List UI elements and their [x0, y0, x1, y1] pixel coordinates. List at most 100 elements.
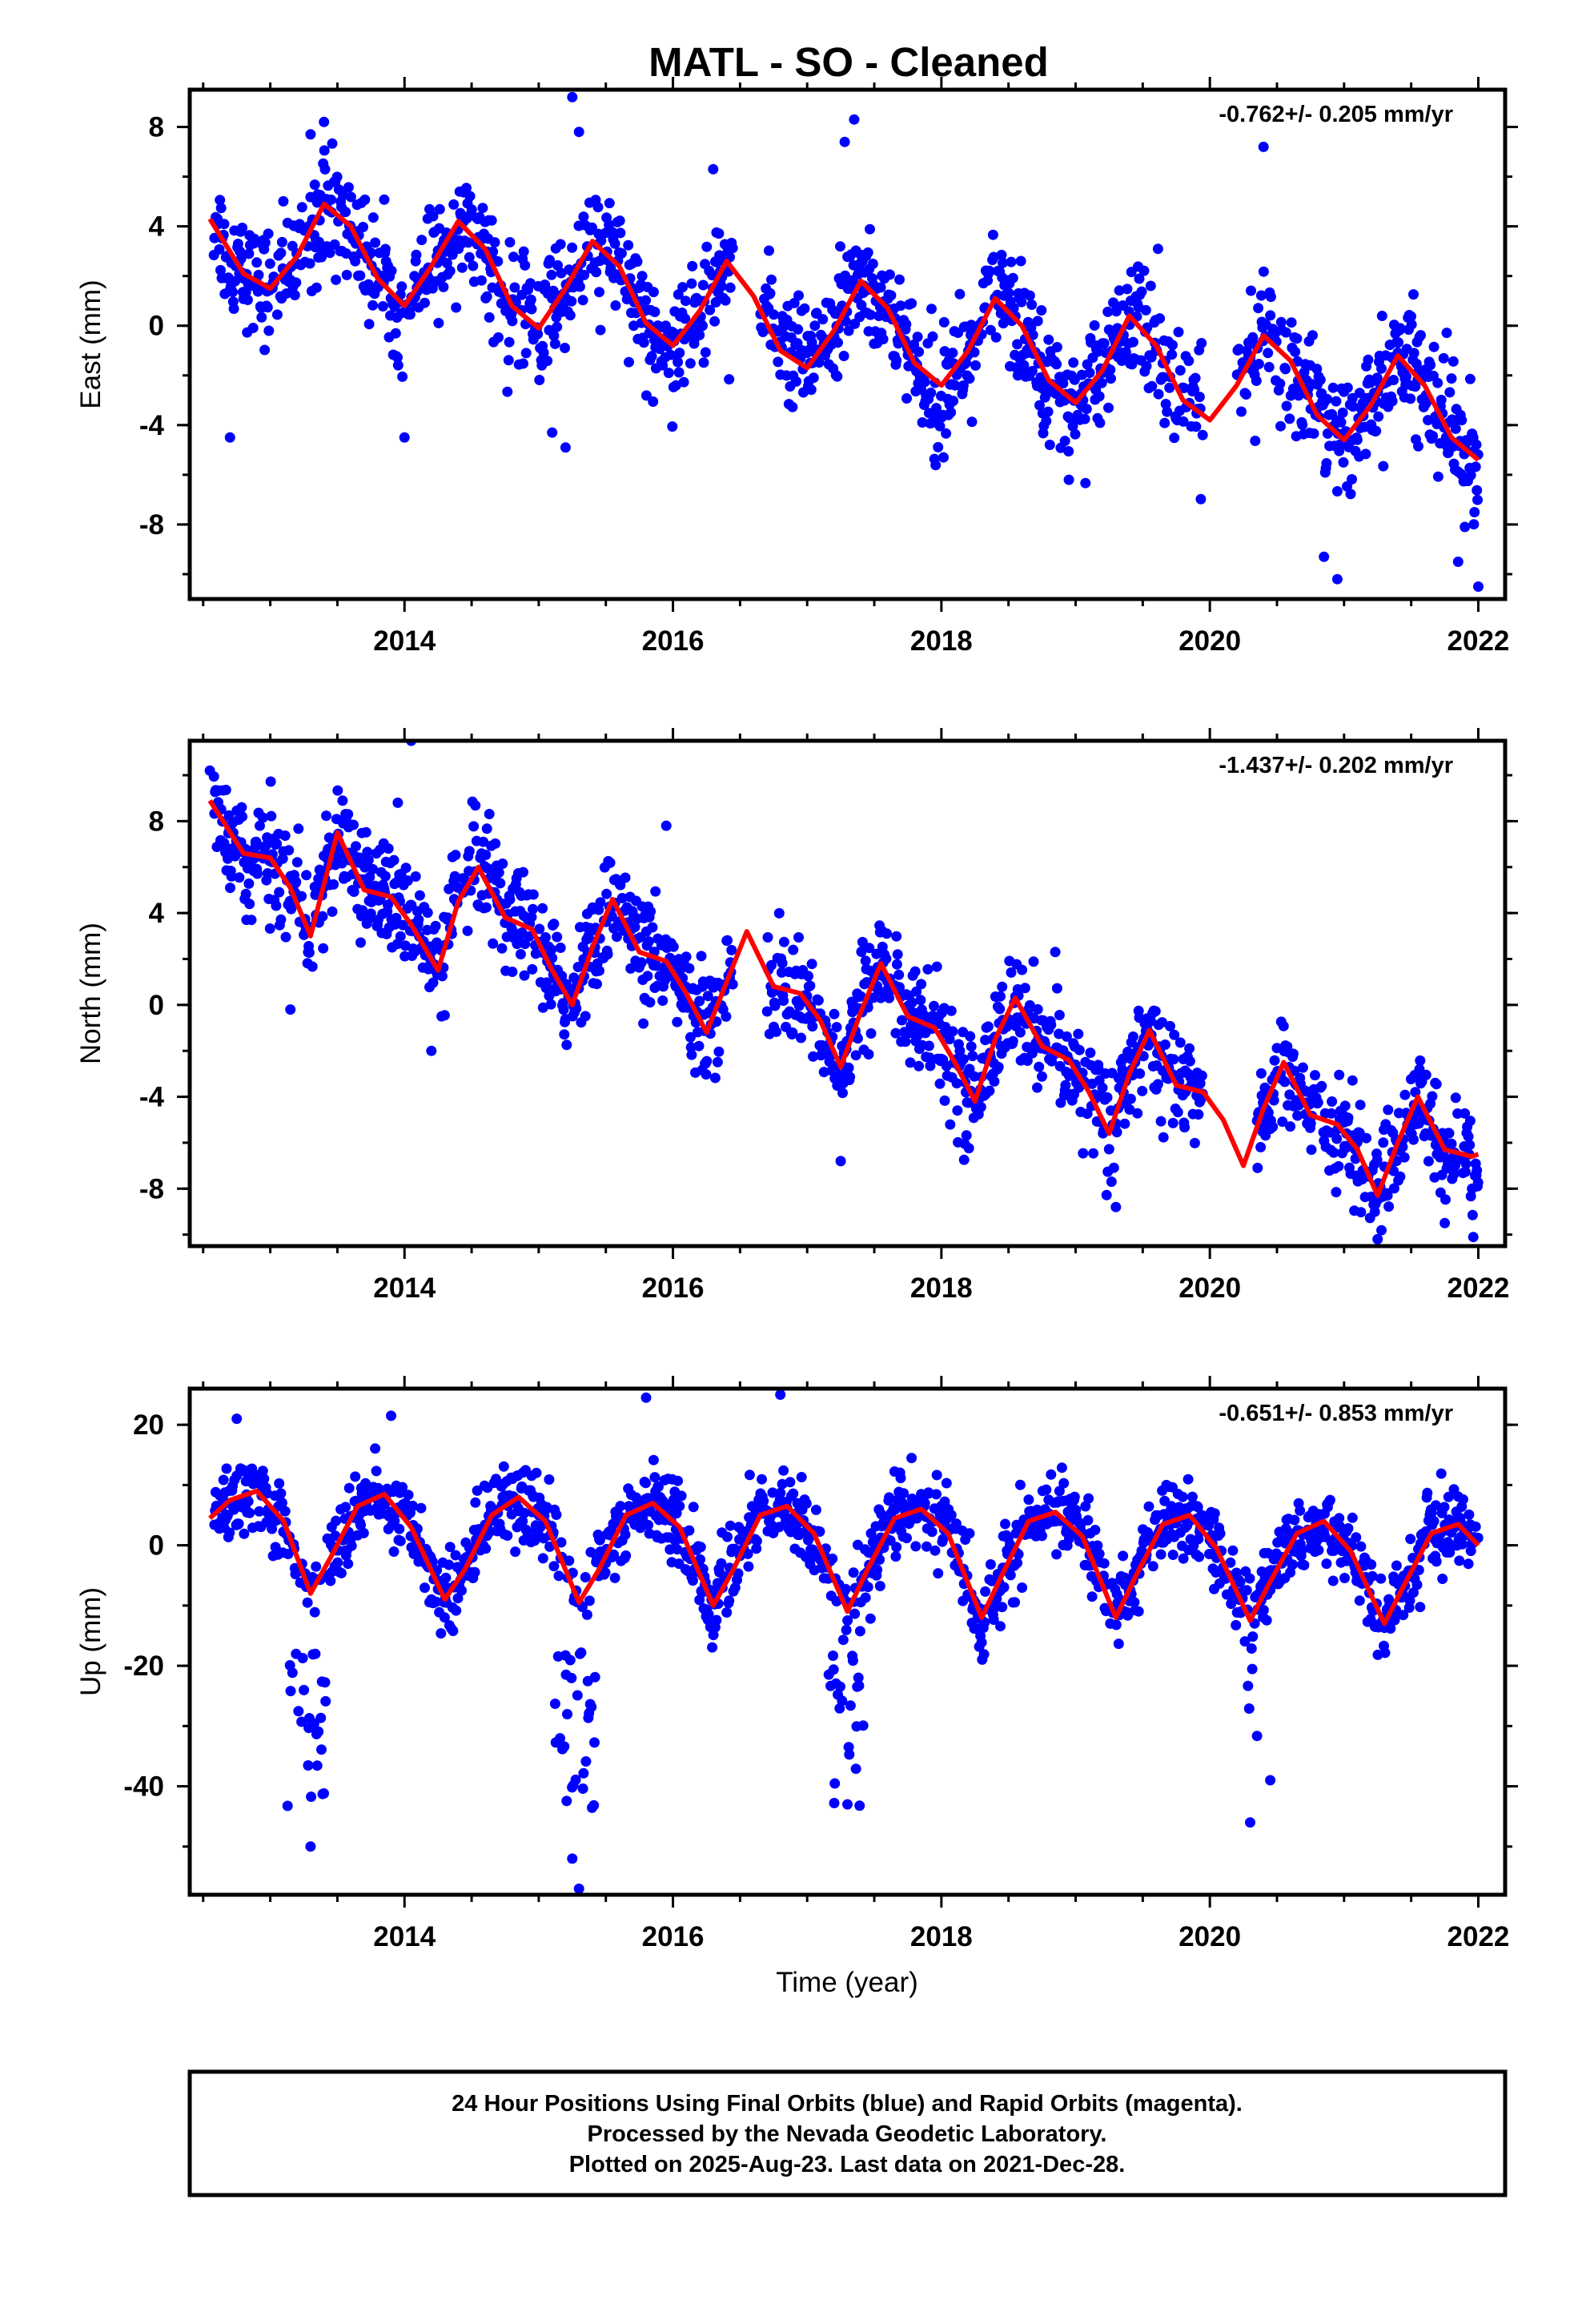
data-point [236, 802, 247, 813]
data-point [934, 1078, 946, 1089]
data-point [1446, 373, 1457, 384]
x-tick-label: 2018 [910, 1921, 973, 1952]
data-point [661, 820, 672, 831]
data-point [1472, 485, 1483, 496]
data-point [315, 865, 327, 876]
data-point [552, 931, 563, 943]
data-point [1006, 256, 1017, 267]
data-point [1026, 300, 1038, 310]
data-point [1250, 436, 1261, 446]
data-point [433, 317, 444, 328]
data-point [867, 259, 878, 269]
data-point [456, 1585, 467, 1596]
data-point [1435, 394, 1447, 405]
data-point [672, 1544, 683, 1555]
data-point [542, 356, 553, 367]
data-point [1328, 1147, 1339, 1158]
data-point [1292, 1110, 1303, 1121]
data-point [1290, 346, 1301, 357]
data-point [701, 1055, 713, 1067]
data-point [1150, 1006, 1161, 1017]
data-point [332, 1557, 343, 1568]
data-point [579, 269, 590, 280]
y-tick-label: -4 [139, 1082, 165, 1113]
data-point [340, 1502, 351, 1513]
data-point [291, 277, 302, 288]
chart-title: MATL - SO - Cleaned [648, 39, 1049, 85]
data-point [249, 233, 260, 244]
data-point [285, 1686, 296, 1697]
data-point [827, 1553, 838, 1564]
data-point [766, 987, 777, 998]
data-point [875, 282, 886, 293]
data-point [837, 1634, 849, 1646]
data-point [1026, 1047, 1038, 1059]
data-point [1432, 377, 1443, 388]
data-point [484, 312, 495, 323]
data-point [950, 1518, 962, 1530]
data-point [1408, 289, 1419, 300]
data-point [451, 1605, 462, 1616]
data-point [1468, 519, 1480, 530]
data-point [395, 1535, 406, 1546]
data-point [518, 358, 528, 369]
data-point [1155, 1116, 1166, 1127]
data-point [1310, 1070, 1320, 1081]
data-point [1243, 1703, 1255, 1714]
data-point [488, 938, 499, 949]
data-point [757, 1474, 767, 1485]
data-point [397, 371, 408, 382]
data-point [564, 1655, 576, 1666]
data-point [451, 302, 462, 313]
data-point [931, 1470, 942, 1481]
data-point [456, 262, 468, 273]
data-point [439, 1010, 450, 1021]
data-point [1051, 342, 1062, 352]
data-point [578, 1767, 589, 1779]
data-point [271, 900, 282, 911]
data-point [766, 959, 777, 971]
x-tick-label: 2020 [1178, 1921, 1241, 1952]
data-point [1026, 365, 1038, 376]
data-point [933, 1568, 944, 1579]
data-point [778, 936, 789, 947]
y-axis-label: Up (mm) [75, 1587, 106, 1696]
data-point [1405, 393, 1416, 404]
data-point [1166, 1501, 1177, 1512]
data-point [1076, 369, 1087, 380]
data-point [426, 1045, 437, 1056]
y-tick-label: 0 [149, 1530, 164, 1562]
data-point [305, 129, 316, 140]
data-point [552, 321, 563, 332]
data-point [507, 316, 518, 327]
data-point [995, 991, 1006, 1002]
data-point [1333, 1160, 1344, 1172]
data-point [1280, 364, 1291, 375]
data-point [828, 1651, 838, 1661]
data-point [259, 1474, 270, 1485]
data-point [890, 1551, 901, 1562]
data-point [1014, 1479, 1026, 1490]
data-point [963, 1097, 974, 1108]
data-point [470, 800, 481, 811]
data-point [371, 1466, 382, 1477]
data-point [293, 823, 304, 834]
data-point [528, 889, 539, 900]
data-point [504, 336, 515, 348]
data-point [615, 227, 626, 239]
data-point [495, 878, 506, 889]
data-point [556, 267, 567, 279]
data-point [518, 866, 528, 878]
data-point [762, 932, 773, 943]
data-point [793, 324, 804, 335]
data-point [472, 1485, 483, 1496]
data-point [1178, 416, 1189, 427]
data-point [1285, 1121, 1296, 1132]
data-point [864, 943, 875, 954]
data-point [558, 1004, 569, 1015]
data-point [1472, 1165, 1483, 1176]
data-point [299, 1684, 310, 1695]
data-point [1044, 440, 1055, 450]
data-point [468, 260, 479, 271]
data-point [397, 1482, 408, 1493]
